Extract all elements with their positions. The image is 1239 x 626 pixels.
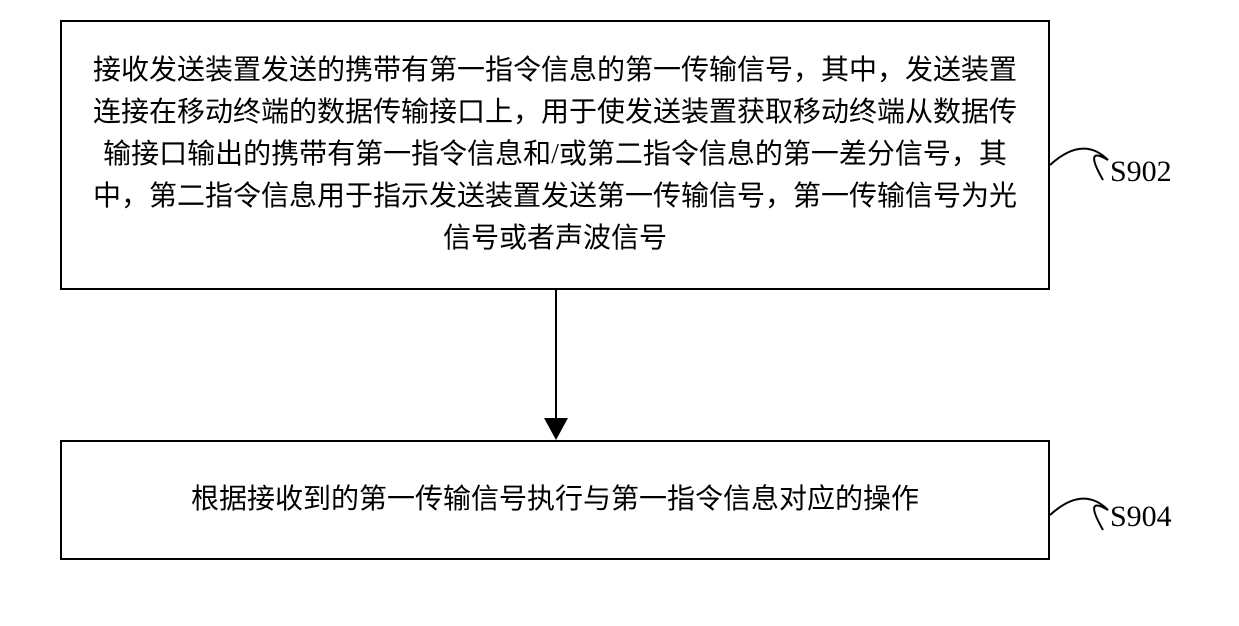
connector-curve-2 [1048, 480, 1118, 550]
flowchart-container: 接收发送装置发送的携带有第一指令信息的第一传输信号，其中，发送装置连接在移动终端… [0, 0, 1239, 626]
flowchart-step-2: 根据接收到的第一传输信号执行与第一指令信息对应的操作 [60, 440, 1050, 560]
flowchart-step-1: 接收发送装置发送的携带有第一指令信息的第一传输信号，其中，发送装置连接在移动终端… [60, 20, 1050, 290]
step-2-label: S904 [1110, 500, 1172, 534]
flowchart-arrow-line [555, 290, 557, 425]
step-1-label: S902 [1110, 155, 1172, 189]
flowchart-arrow-head [544, 418, 568, 440]
step-1-text: 接收发送装置发送的携带有第一指令信息的第一传输信号，其中，发送装置连接在移动终端… [92, 50, 1018, 260]
step-2-text: 根据接收到的第一传输信号执行与第一指令信息对应的操作 [191, 479, 919, 521]
connector-curve-1 [1048, 130, 1118, 200]
